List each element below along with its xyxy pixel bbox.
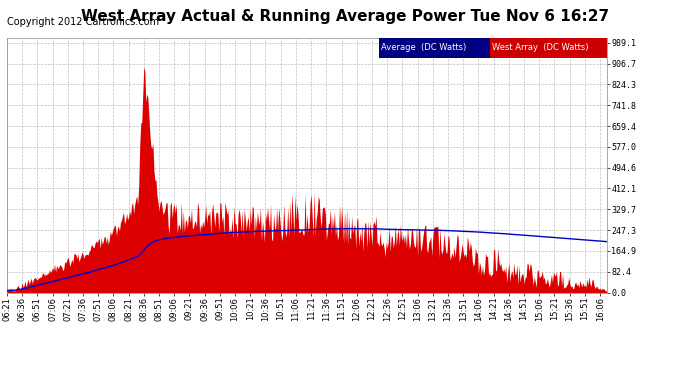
Text: West Array Actual & Running Average Power Tue Nov 6 16:27: West Array Actual & Running Average Powe… bbox=[81, 9, 609, 24]
Text: Copyright 2012 Cartronics.com: Copyright 2012 Cartronics.com bbox=[7, 17, 159, 27]
Text: Average  (DC Watts): Average (DC Watts) bbox=[381, 44, 466, 52]
Text: West Array  (DC Watts): West Array (DC Watts) bbox=[492, 44, 589, 52]
